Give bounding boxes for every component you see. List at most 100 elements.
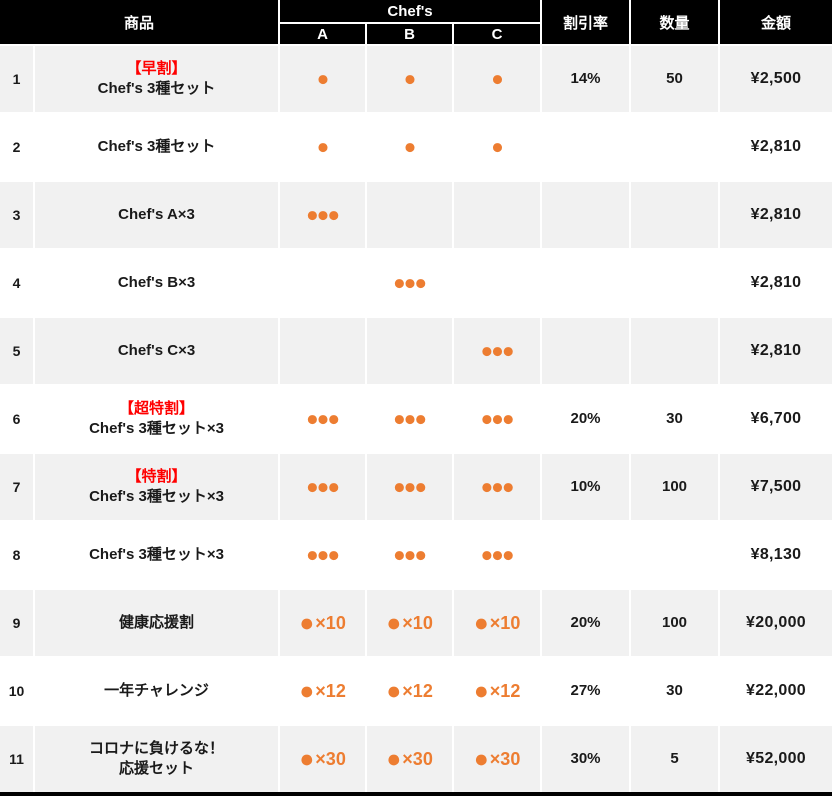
dot-marks: ●●● bbox=[480, 407, 514, 431]
header-chef-c: C bbox=[452, 22, 541, 44]
table-row: 4 Chef's B×3 ●●● ¥2,810 bbox=[0, 248, 832, 316]
dot-multiplier: ×12 bbox=[402, 680, 433, 701]
product-cell: コロナに負けるな！ 応援セット bbox=[33, 724, 279, 792]
product-name: Chef's 3種セット bbox=[97, 80, 216, 97]
chef-b-cell bbox=[365, 180, 453, 248]
header-chef-a: A bbox=[278, 22, 366, 44]
chef-a-cell bbox=[278, 316, 366, 384]
discount-cell bbox=[540, 248, 630, 316]
row-number: 4 bbox=[0, 248, 33, 316]
quantity-cell: 100 bbox=[629, 452, 719, 520]
quantity-cell bbox=[629, 112, 719, 180]
quantity-cell: 30 bbox=[629, 384, 719, 452]
amount-cell: ¥20,000 bbox=[718, 588, 832, 656]
product-tag: 【特割】 bbox=[126, 468, 187, 485]
product-cell: 一年チャレンジ bbox=[33, 656, 279, 724]
product-name: 応援セット bbox=[119, 760, 195, 777]
discount-cell bbox=[540, 520, 630, 588]
table-row: 1 【早割】 Chef's 3種セット ● ● ● 14% 50 ¥2,500 bbox=[0, 44, 832, 112]
amount-cell: ¥8,130 bbox=[718, 520, 832, 588]
dot-multiplier: ×12 bbox=[315, 680, 346, 701]
discount-cell: 30% bbox=[540, 724, 630, 792]
product-name: Chef's A×3 bbox=[118, 206, 195, 223]
chef-c-cell: ●●● bbox=[452, 316, 541, 384]
dot-marks: ●●● bbox=[480, 543, 514, 567]
amount-cell: ¥2,810 bbox=[718, 112, 832, 180]
chef-a-cell bbox=[278, 248, 366, 316]
product-name: Chef's 3種セット×3 bbox=[89, 488, 224, 505]
chef-c-cell: ●●● bbox=[452, 384, 541, 452]
dot-marks: ● bbox=[386, 744, 402, 773]
row-number: 5 bbox=[0, 316, 33, 384]
header-amount: 金額 bbox=[718, 0, 832, 44]
product-cell: 【超特割】 Chef's 3種セット×3 bbox=[33, 384, 279, 452]
dot-marks: ● bbox=[299, 676, 315, 705]
dot-marks: ●●● bbox=[392, 271, 427, 295]
dot-marks: ● bbox=[386, 676, 402, 705]
chef-c-cell: ● bbox=[452, 112, 541, 180]
dot-marks: ● bbox=[386, 608, 402, 637]
discount-cell bbox=[540, 112, 630, 180]
discount-cell: 14% bbox=[540, 44, 630, 112]
product-tag: 【超特割】 bbox=[119, 400, 195, 417]
row-number: 8 bbox=[0, 520, 33, 588]
table-row: 11 コロナに負けるな！ 応援セット ●×30 ●×30 ●×30 30% 5 … bbox=[0, 724, 832, 792]
chef-c-cell: ● bbox=[452, 44, 541, 112]
chef-c-cell bbox=[452, 180, 541, 248]
row-number: 6 bbox=[0, 384, 33, 452]
dot-multiplier: ×30 bbox=[402, 748, 433, 769]
chef-c-cell: ●●● bbox=[452, 520, 541, 588]
dot-marks: ● bbox=[299, 744, 315, 773]
dot-marks: ● bbox=[403, 135, 417, 159]
dot-marks: ●●● bbox=[305, 543, 340, 567]
product-name: Chef's B×3 bbox=[117, 274, 196, 291]
dot-multiplier: ×30 bbox=[315, 748, 346, 769]
chef-b-cell: ● bbox=[365, 112, 453, 180]
discount-cell bbox=[540, 316, 630, 384]
amount-cell: ¥2,810 bbox=[718, 180, 832, 248]
chef-c-cell: ●×12 bbox=[452, 656, 541, 724]
amount-cell: ¥6,700 bbox=[718, 384, 832, 452]
product-name: Chef's 3種セット bbox=[97, 138, 216, 155]
table-row: 9 健康応援割 ●×10 ●×10 ●×10 20% 100 ¥20,000 bbox=[0, 588, 832, 656]
table-row: 10 一年チャレンジ ●×12 ●×12 ●×12 27% 30 ¥22,000 bbox=[0, 656, 832, 724]
quantity-cell bbox=[629, 180, 719, 248]
row-number: 7 bbox=[0, 452, 33, 520]
table-body: 1 【早割】 Chef's 3種セット ● ● ● 14% 50 ¥2,500 … bbox=[0, 44, 832, 792]
product-cell: 【特割】 Chef's 3種セット×3 bbox=[33, 452, 279, 520]
dot-marks: ● bbox=[473, 608, 489, 637]
row-number: 1 bbox=[0, 44, 33, 112]
chef-a-cell: ●×30 bbox=[278, 724, 366, 792]
header-discount: 割引率 bbox=[540, 0, 630, 44]
product-tag: 【早割】 bbox=[126, 60, 187, 77]
chef-a-cell: ● bbox=[278, 112, 366, 180]
product-cell: 【早割】 Chef's 3種セット bbox=[33, 44, 279, 112]
row-number: 3 bbox=[0, 180, 33, 248]
table-row: 5 Chef's C×3 ●●● ¥2,810 bbox=[0, 316, 832, 384]
chef-b-cell: ●●● bbox=[365, 520, 453, 588]
product-tag: コロナに負けるな！ bbox=[89, 740, 225, 757]
quantity-cell: 100 bbox=[629, 588, 719, 656]
quantity-cell: 5 bbox=[629, 724, 719, 792]
dot-marks: ● bbox=[316, 67, 330, 91]
chef-c-cell: ●×10 bbox=[452, 588, 541, 656]
product-cell: Chef's 3種セット bbox=[33, 112, 279, 180]
product-cell: Chef's 3種セット×3 bbox=[33, 520, 279, 588]
discount-cell bbox=[540, 180, 630, 248]
chef-b-cell: ●×10 bbox=[365, 588, 453, 656]
chef-a-cell: ●●● bbox=[278, 180, 366, 248]
dot-marks: ●●● bbox=[480, 339, 514, 363]
chef-a-cell: ●×12 bbox=[278, 656, 366, 724]
dot-marks: ●●● bbox=[305, 407, 340, 431]
dot-multiplier: ×12 bbox=[489, 680, 521, 701]
product-name: Chef's 3種セット×3 bbox=[89, 546, 224, 563]
product-name: 健康応援割 bbox=[119, 614, 195, 631]
dot-multiplier: ×30 bbox=[489, 748, 521, 769]
product-name: 一年チャレンジ bbox=[104, 682, 209, 699]
product-cell: Chef's B×3 bbox=[33, 248, 279, 316]
quantity-cell bbox=[629, 316, 719, 384]
chef-b-cell bbox=[365, 316, 453, 384]
quantity-cell bbox=[629, 520, 719, 588]
dot-multiplier: ×10 bbox=[315, 612, 346, 633]
